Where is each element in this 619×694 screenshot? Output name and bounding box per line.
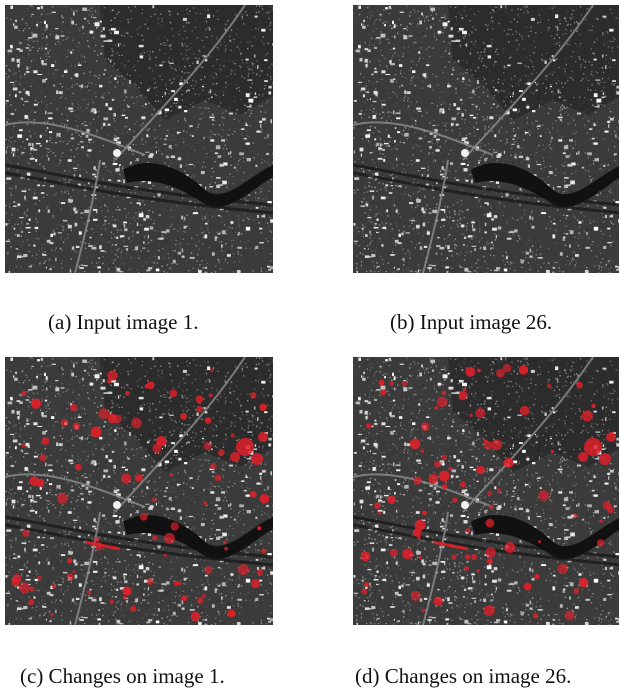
panel-d-image <box>353 357 619 625</box>
sar-image-c <box>5 357 273 625</box>
panel-c-image <box>5 357 273 625</box>
caption-d: (d) Changes on image 26. <box>355 664 572 688</box>
sar-image-d <box>353 357 619 625</box>
caption-c: (c) Changes on image 1. <box>20 664 225 688</box>
panel-a-image <box>5 5 273 273</box>
panel-b-image <box>353 5 619 273</box>
sar-image-a <box>5 5 273 273</box>
caption-b: (b) Input image 26. <box>390 310 553 334</box>
caption-a: (a) Input image 1. <box>48 310 199 334</box>
sar-image-b <box>353 5 619 273</box>
